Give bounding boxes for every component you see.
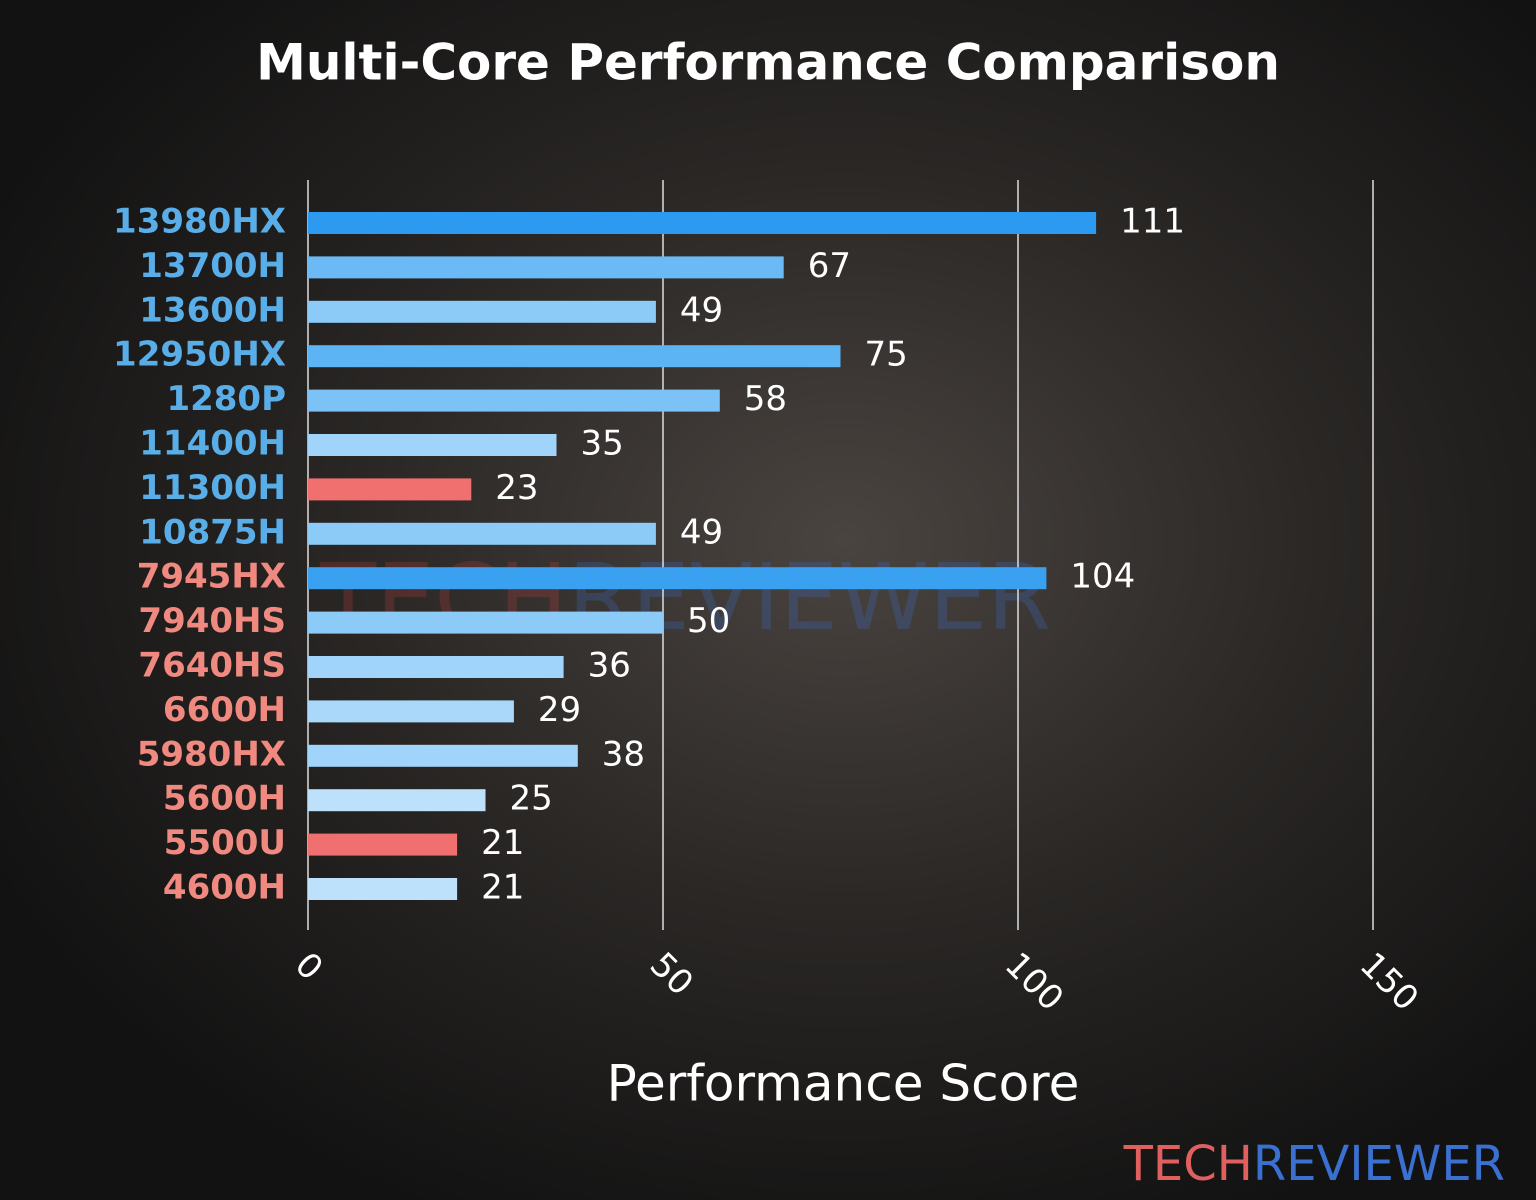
y-tick-label: 13980HX <box>113 202 286 242</box>
y-tick-label: 7940HS <box>138 601 286 641</box>
bar <box>308 656 564 678</box>
bar <box>308 700 514 723</box>
value-label: 23 <box>495 468 538 508</box>
bar <box>308 345 841 368</box>
y-tick-label: 11400H <box>139 424 286 464</box>
watermark-left: TECH <box>319 544 568 651</box>
value-label: 111 <box>1120 202 1185 242</box>
y-tick-label: 13700H <box>139 246 286 286</box>
y-tick-label: 4600H <box>163 868 286 908</box>
y-tick-label: 1280P <box>166 379 286 419</box>
y-tick-label: 5500U <box>164 823 286 863</box>
x-tick-label: 0 <box>287 945 331 989</box>
y-tick-label: 7640HS <box>138 646 286 686</box>
value-label: 36 <box>588 646 631 686</box>
watermark-right: REVIEWER <box>568 544 1051 651</box>
bar <box>308 878 458 900</box>
value-label: 35 <box>581 424 624 464</box>
x-tick-label: 150 <box>1352 945 1426 1019</box>
bar <box>308 789 486 812</box>
bar <box>308 522 656 545</box>
value-label: 38 <box>602 734 645 774</box>
chart-title: Multi-Core Performance Comparison <box>256 34 1280 92</box>
bar <box>308 256 784 279</box>
brand-left: TECH <box>1123 1136 1253 1192</box>
bar <box>308 567 1047 590</box>
x-axis-label: Performance Score <box>607 1055 1080 1113</box>
value-label: 75 <box>865 335 908 375</box>
bar <box>308 833 458 856</box>
value-label: 50 <box>687 601 730 641</box>
y-tick-label: 6600H <box>163 690 286 730</box>
watermark: TECHREVIEWER <box>319 544 1051 651</box>
value-label: 21 <box>481 868 524 908</box>
bar <box>308 212 1097 234</box>
bar <box>308 611 663 634</box>
value-label: 49 <box>680 290 723 330</box>
bar <box>308 478 472 501</box>
brand-logo: TECHREVIEWER <box>1123 1136 1505 1192</box>
bar <box>308 389 720 412</box>
x-tick-label: 50 <box>642 945 701 1004</box>
y-tick-label: 5980HX <box>137 734 286 774</box>
y-tick-label: 13600H <box>139 290 286 330</box>
value-label: 29 <box>538 690 581 730</box>
x-tick-label: 100 <box>997 945 1071 1019</box>
value-label: 104 <box>1070 557 1135 597</box>
y-tick-label: 5600H <box>163 779 286 819</box>
brand-right: REVIEWER <box>1253 1136 1505 1192</box>
y-tick-label: 11300H <box>139 468 286 508</box>
value-label: 49 <box>680 512 723 552</box>
y-tick-label: 10875H <box>139 512 286 552</box>
value-label: 67 <box>808 246 851 286</box>
y-tick-label: 12950HX <box>113 335 286 375</box>
value-label: 21 <box>481 823 524 863</box>
y-tick-label: 7945HX <box>137 557 286 597</box>
bar <box>308 300 656 323</box>
bar <box>308 744 578 767</box>
bar <box>308 434 557 456</box>
value-label: 58 <box>744 379 787 419</box>
value-label: 25 <box>510 779 553 819</box>
